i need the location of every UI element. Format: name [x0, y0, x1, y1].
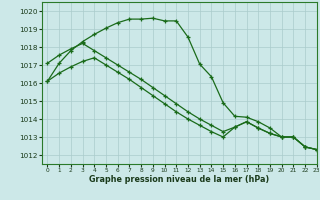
X-axis label: Graphe pression niveau de la mer (hPa): Graphe pression niveau de la mer (hPa) [89, 175, 269, 184]
